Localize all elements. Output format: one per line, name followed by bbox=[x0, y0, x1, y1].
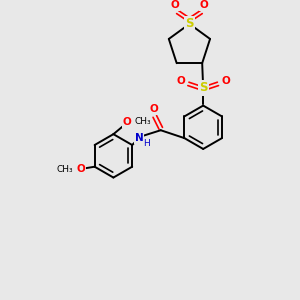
Text: CH₃: CH₃ bbox=[57, 165, 74, 174]
Text: O: O bbox=[76, 164, 85, 174]
Text: O: O bbox=[221, 76, 230, 86]
Text: O: O bbox=[200, 0, 208, 10]
Text: S: S bbox=[185, 17, 194, 30]
Text: O: O bbox=[123, 117, 132, 127]
Text: S: S bbox=[199, 81, 207, 94]
Text: N: N bbox=[135, 133, 143, 143]
Text: H: H bbox=[143, 139, 150, 148]
Text: CH₃: CH₃ bbox=[135, 117, 151, 126]
Text: O: O bbox=[149, 103, 158, 113]
Text: O: O bbox=[170, 0, 179, 10]
Text: O: O bbox=[176, 76, 185, 86]
